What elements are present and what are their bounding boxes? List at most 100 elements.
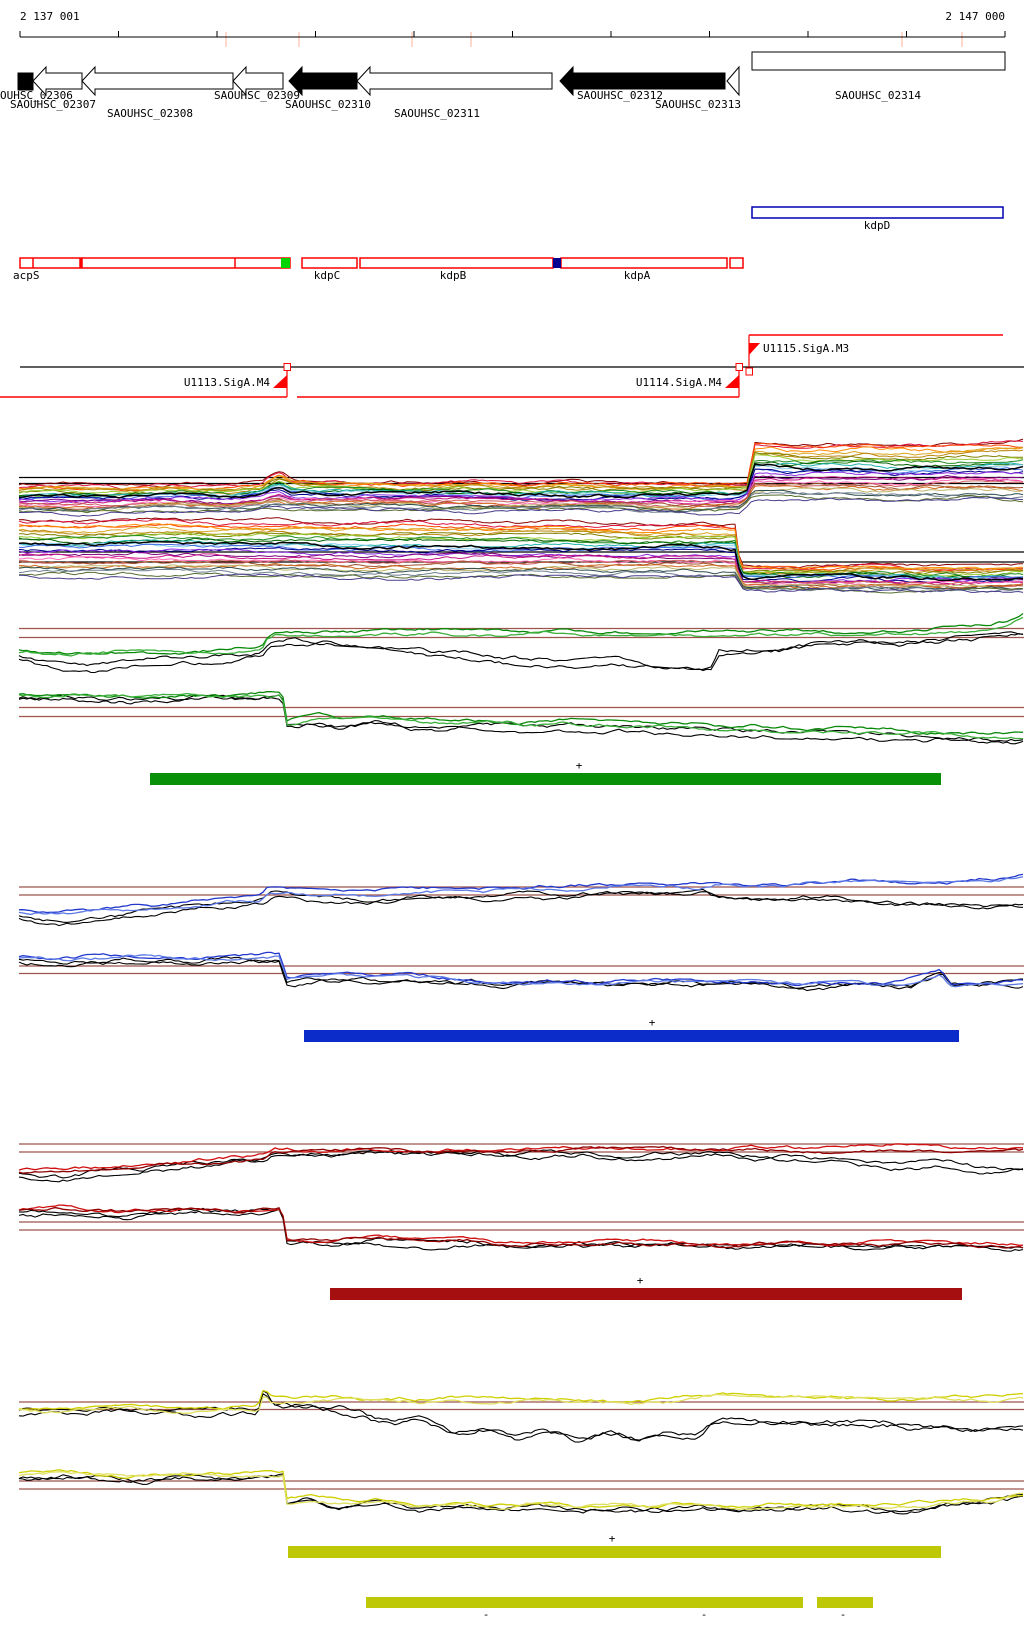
operon-blue-marker [553, 258, 561, 268]
operon-label: kdpC [314, 269, 341, 282]
track-line [18, 568, 1024, 593]
operon-label: kdpB [440, 269, 467, 282]
track-line [18, 560, 1024, 589]
track-line-black [18, 540, 1024, 582]
operon-green-cap [281, 258, 290, 268]
track-line-control [18, 1392, 1024, 1442]
track-line [18, 492, 1024, 514]
operon-box-kdpD [751, 206, 1004, 219]
track-line [18, 523, 1023, 571]
gene-label: SAOUHSC_02311 [394, 107, 480, 120]
gene-label: SAOUHSC_02310 [285, 98, 371, 111]
gene-label: SAOUHSC_02314 [835, 89, 921, 102]
signal-track-green-fwd [18, 612, 1024, 674]
track-line-control [18, 694, 1024, 745]
track-line [18, 529, 1024, 575]
track-line [18, 447, 1024, 491]
track-line [18, 556, 1024, 587]
track-line [18, 546, 1023, 583]
operon-label-acpS: acpS [13, 269, 40, 282]
tss-square-icon [745, 367, 753, 376]
strand-bar-blue-bar [304, 1030, 959, 1042]
gene-label: OUHSC_02306 [0, 89, 73, 102]
signal-track-green-rev [18, 690, 1024, 745]
gene-box-SAOUHSC_02314 [751, 51, 1006, 71]
track-line-signal [18, 690, 1024, 735]
track-line [19, 496, 1024, 517]
tss-square-icon [735, 363, 743, 371]
track-line-signal [18, 1471, 1024, 1511]
track-line-control [18, 888, 1024, 927]
track-line-control [18, 1149, 1024, 1179]
minus-strand-marker: - [840, 1608, 847, 1621]
track-line [18, 518, 1024, 571]
operon-label-kdpD: kdpD [864, 219, 891, 232]
track-line-black [18, 463, 1024, 499]
gene-label: SAOUHSC_02308 [107, 107, 193, 120]
ruler-end-coordinate: 2 147 000 [945, 10, 1005, 23]
tss-flag-icon [273, 375, 287, 388]
track-line [18, 440, 1024, 490]
tss-flag-icon [749, 343, 760, 355]
gene-arrow-SAOUHSC_02310 [288, 65, 358, 97]
bottom-strand-bar [366, 1597, 803, 1608]
track-line [18, 454, 1024, 495]
strand-bar-green-bar [150, 773, 941, 785]
track-line-control [18, 1149, 1024, 1183]
track-line [18, 468, 1024, 501]
tss-label: U1113.SigA.M4 [184, 376, 270, 389]
gene-arrow-SAOUHSC_02311 [356, 65, 553, 97]
track-line-signal [18, 1204, 1024, 1247]
track-line-signal [18, 1145, 1024, 1174]
track-line-signal [18, 1389, 1024, 1410]
track-line-control [18, 631, 1023, 670]
track-line [19, 537, 1023, 579]
track-line-signal [18, 1143, 1024, 1171]
gene-label: SAOUHSC_02309 [214, 89, 300, 102]
track-line [18, 446, 1024, 492]
operon-box-kdpA [560, 257, 728, 269]
gene-label: SAOUHSC_02307 [10, 98, 96, 111]
track-line-signal [18, 616, 1024, 657]
plus-strand-marker: + [576, 759, 583, 772]
tss-label: U1115.SigA.M3 [763, 342, 849, 355]
gene-box-SAOUHSC_02306 [17, 72, 34, 91]
gene-arrow-SAOUHSC_02312 [559, 65, 726, 97]
minus-strand-marker: - [701, 1608, 708, 1621]
signal-track-all-conditions-rev [18, 517, 1024, 594]
minus-strand-marker: - [483, 1608, 490, 1621]
track-line-signal [18, 876, 1024, 916]
track-line-signal [18, 692, 1024, 740]
track-line [18, 476, 1024, 506]
track-line-control [18, 959, 1024, 992]
track-line-signal [18, 954, 1024, 988]
track-line [18, 451, 1024, 496]
gene-label: SAOUHSC_02313 [655, 98, 741, 111]
operon-box-kdpC [301, 257, 358, 269]
operon-box-acpS [19, 257, 291, 269]
signal-track-all-conditions-fwd [18, 438, 1024, 517]
track-line [18, 449, 1024, 494]
tss-square-icon [283, 363, 291, 371]
track-line [18, 517, 1024, 569]
signal-track-yellow-fwd [18, 1389, 1024, 1443]
strand-bar-yellow-bar [288, 1546, 941, 1558]
signal-track-blue-rev [18, 951, 1024, 992]
signal-track-blue-fwd [18, 873, 1024, 927]
operon-label: kdpA [624, 269, 651, 282]
strand-bar-darkred-bar [330, 1288, 962, 1300]
gene-arrow-SAOUHSC_02308 [81, 65, 234, 97]
tss-label: U1114.SigA.M4 [636, 376, 722, 389]
track-line [18, 438, 1024, 488]
plus-strand-marker: + [649, 1016, 656, 1029]
track-line-signal [18, 1206, 1024, 1249]
plus-strand-marker: + [637, 1274, 644, 1287]
operon-box-kdpB [359, 257, 554, 269]
gene-arrow-SAOUHSC_02309 [232, 65, 284, 97]
gene-arrow-SAOUHSC_02313 [726, 65, 740, 97]
track-line-signal [18, 1393, 1024, 1415]
ruler-start-coordinate: 2 137 001 [20, 10, 80, 23]
operon-box-small [729, 257, 744, 269]
